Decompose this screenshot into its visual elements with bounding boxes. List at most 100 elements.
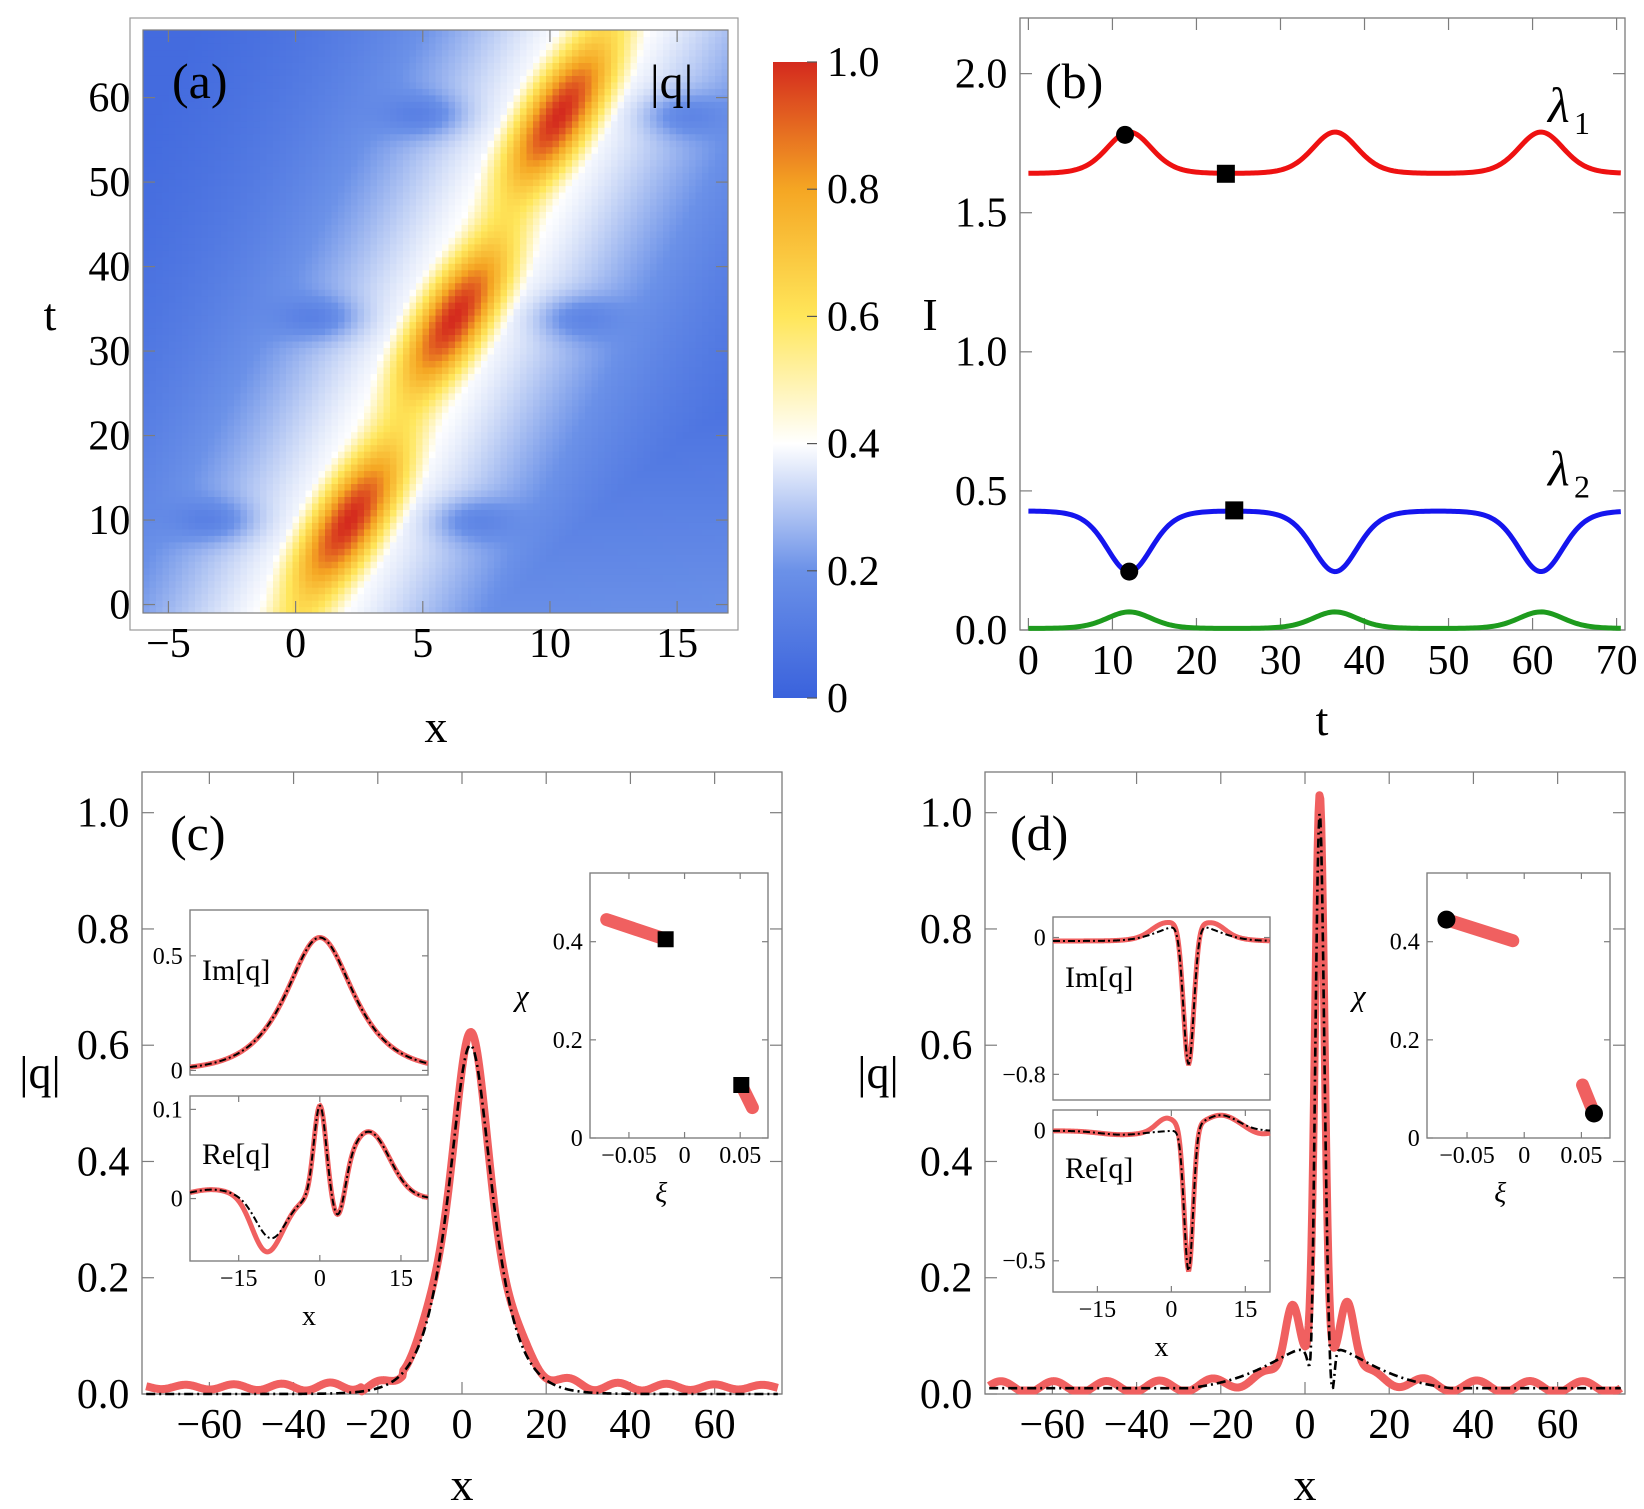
heatmap-cell <box>435 114 443 122</box>
heatmap-cell <box>383 94 391 102</box>
heatmap-cell <box>455 470 463 478</box>
heatmap-cell <box>468 535 476 543</box>
heatmap-cell <box>364 42 372 51</box>
heatmap-cell <box>455 334 463 342</box>
heatmap-cell <box>409 308 417 316</box>
heatmap-cell <box>201 327 209 336</box>
heatmap-cell <box>162 554 170 562</box>
heatmap-cell <box>448 250 456 258</box>
heatmap-cell <box>234 528 242 536</box>
heatmap-cell <box>273 62 281 70</box>
heatmap-cell <box>253 321 261 329</box>
heatmap-cell <box>266 133 274 141</box>
heatmap-cell <box>188 159 196 167</box>
heatmap-cell <box>325 327 333 336</box>
heatmap-cell <box>442 55 450 63</box>
heatmap-cell <box>429 166 437 174</box>
heatmap-cell <box>240 347 248 355</box>
heatmap-cell <box>481 146 489 154</box>
heatmap-cell <box>208 94 216 102</box>
heatmap-cell <box>481 554 489 562</box>
heatmap-cell <box>357 412 365 420</box>
heatmap-cell <box>429 574 437 582</box>
heatmap-cell <box>208 353 216 361</box>
heatmap-cell <box>487 360 495 368</box>
heatmap-cell <box>299 191 307 200</box>
heatmap-cell <box>273 191 281 200</box>
heatmap-cell <box>318 166 326 174</box>
heatmap-cell <box>468 49 476 57</box>
heatmap-cell <box>143 55 151 63</box>
heatmap-cell <box>325 606 333 613</box>
heatmap-cell <box>409 444 417 452</box>
heatmap-cell <box>221 30 229 38</box>
heatmap-cell <box>214 159 222 167</box>
heatmap-cell <box>214 133 222 141</box>
heatmap-cell <box>474 425 482 433</box>
heatmap-cell <box>487 185 495 193</box>
heatmap-cell <box>253 42 261 51</box>
heatmap-cell <box>305 587 313 595</box>
heatmap-cell <box>377 81 385 89</box>
heatmap-cell <box>149 509 157 517</box>
heatmap-cell <box>487 412 495 420</box>
heatmap-cell <box>422 153 430 161</box>
heatmap-cell <box>487 302 495 310</box>
heatmap-cell <box>292 295 300 303</box>
heatmap-cell <box>260 101 268 109</box>
heatmap-cell <box>429 444 437 452</box>
heatmap-cell <box>305 489 313 497</box>
heatmap-cell <box>383 75 391 83</box>
heatmap-cell <box>253 263 261 271</box>
heatmap-cell <box>455 230 463 238</box>
heatmap-cell <box>461 444 469 452</box>
heatmap-cell <box>370 399 378 407</box>
heatmap-cell <box>260 470 268 478</box>
heatmap-cell <box>403 457 411 465</box>
heatmap-cell <box>390 405 398 413</box>
heatmap-cell <box>162 353 170 361</box>
heatmap-cell <box>195 412 203 420</box>
heatmap-cell <box>383 224 391 232</box>
heatmap-cell <box>201 243 209 251</box>
heatmap-cell <box>409 75 417 83</box>
heatmap-cell <box>331 606 339 613</box>
heatmap-cell <box>487 353 495 361</box>
heatmap-cell <box>182 327 190 336</box>
heatmap-cell <box>260 360 268 368</box>
heatmap-cell <box>461 548 469 556</box>
heatmap-cell <box>143 502 151 510</box>
heatmap-cell <box>351 191 359 200</box>
heatmap-cell <box>331 263 339 271</box>
heatmap-cell <box>481 114 489 122</box>
heatmap-cell <box>318 489 326 497</box>
heatmap-cell <box>208 256 216 264</box>
heatmap-cell <box>143 541 151 549</box>
heatmap-cell <box>383 120 391 128</box>
heatmap-cell <box>325 379 333 387</box>
heatmap-cell <box>182 36 190 44</box>
heatmap-cell <box>305 515 313 523</box>
heatmap-cell <box>279 120 287 128</box>
heatmap-cell <box>305 321 313 329</box>
heatmap-cell <box>396 315 404 323</box>
heatmap-cell <box>474 127 482 135</box>
heatmap-cell <box>338 282 346 290</box>
heatmap-cell <box>351 399 359 407</box>
heatmap-cell <box>188 438 196 446</box>
heatmap-cell <box>390 159 398 167</box>
heatmap-cell <box>448 528 456 536</box>
heatmap-cell <box>481 133 489 141</box>
heatmap-cell <box>351 114 359 122</box>
heatmap-cell <box>487 528 495 536</box>
heatmap-cell <box>357 464 365 472</box>
heatmap-cell <box>201 217 209 225</box>
heatmap-cell <box>162 198 170 206</box>
heatmap-cell <box>474 392 482 400</box>
heatmap-cell <box>383 425 391 433</box>
heatmap-cell <box>351 373 359 381</box>
heatmap-cell <box>383 470 391 478</box>
heatmap-cell <box>305 541 313 549</box>
heatmap-cell <box>364 464 372 472</box>
heatmap-cell <box>338 81 346 89</box>
